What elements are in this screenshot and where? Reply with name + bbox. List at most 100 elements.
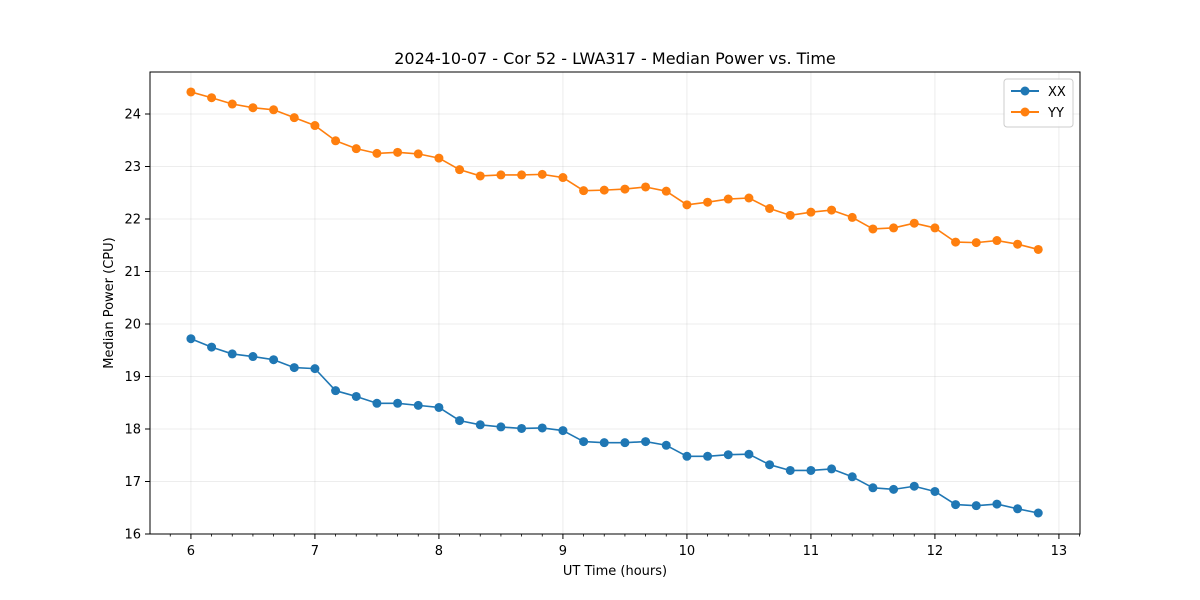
data-point-yy xyxy=(661,186,671,196)
data-point-xx xyxy=(207,342,217,352)
data-point-yy xyxy=(1033,244,1043,254)
data-point-yy xyxy=(971,238,981,248)
data-point-yy xyxy=(703,197,713,207)
data-point-xx xyxy=(517,423,527,433)
data-point-yy xyxy=(682,200,692,210)
series-layer xyxy=(186,87,1043,518)
data-point-xx xyxy=(434,402,444,412)
x-tick-label: 7 xyxy=(311,544,319,559)
y-tick-label: 17 xyxy=(124,475,141,490)
data-point-xx xyxy=(785,465,795,475)
data-point-xx xyxy=(744,449,754,459)
data-point-xx xyxy=(1033,508,1043,518)
data-point-xx xyxy=(579,437,589,447)
data-point-xx xyxy=(827,464,837,474)
data-point-xx xyxy=(269,355,279,365)
data-point-xx xyxy=(661,440,671,450)
data-point-xx xyxy=(372,398,382,408)
y-tick-label: 23 xyxy=(124,160,141,175)
data-point-xx xyxy=(455,416,465,426)
data-point-yy xyxy=(207,93,217,103)
legend-marker-xx xyxy=(1020,86,1030,96)
data-point-yy xyxy=(227,99,237,109)
data-point-yy xyxy=(889,223,899,233)
plot-frame xyxy=(149,71,1081,535)
data-point-yy xyxy=(434,153,444,163)
data-point-yy xyxy=(847,212,857,222)
data-point-xx xyxy=(351,391,361,401)
data-point-yy xyxy=(413,149,423,159)
data-point-xx xyxy=(641,437,651,447)
x-tick-label: 10 xyxy=(679,544,696,559)
data-point-yy xyxy=(269,105,279,115)
data-point-yy xyxy=(393,147,403,157)
legend: XX YY xyxy=(1003,78,1074,128)
y-tick-label: 18 xyxy=(124,423,141,438)
x-tick-label: 13 xyxy=(1051,544,1068,559)
data-point-xx xyxy=(682,451,692,461)
data-point-xx xyxy=(227,349,237,359)
data-point-xx xyxy=(951,500,961,510)
data-point-xx xyxy=(393,398,403,408)
data-point-xx xyxy=(703,451,713,461)
data-point-yy xyxy=(909,218,919,228)
x-tick-label: 9 xyxy=(559,544,567,559)
data-point-yy xyxy=(620,184,630,194)
data-point-xx xyxy=(930,486,940,496)
data-point-xx xyxy=(599,438,609,448)
data-point-yy xyxy=(641,182,651,192)
y-tick-label: 20 xyxy=(124,318,141,333)
data-point-yy xyxy=(289,113,299,123)
chart-title: 2024-10-07 - Cor 52 - LWA317 - Median Po… xyxy=(394,49,836,68)
x-tick-label: 11 xyxy=(803,544,820,559)
data-point-xx xyxy=(620,438,630,448)
legend-label-xx: XX xyxy=(1048,85,1066,100)
data-point-yy xyxy=(723,194,733,204)
data-point-yy xyxy=(744,193,754,203)
data-point-yy xyxy=(827,205,837,215)
legend-label-yy: YY xyxy=(1047,106,1064,121)
data-point-yy xyxy=(765,204,775,213)
y-axis-label: Median Power (CPU) xyxy=(102,237,117,368)
data-point-xx xyxy=(537,423,547,433)
data-point-xx xyxy=(1013,504,1023,514)
x-axis-label: UT Time (hours) xyxy=(563,564,667,579)
data-point-xx xyxy=(992,499,1002,509)
data-point-yy xyxy=(351,144,361,154)
data-point-xx xyxy=(248,352,258,362)
x-tick-label: 8 xyxy=(435,544,443,559)
data-point-yy xyxy=(372,148,382,158)
data-point-yy xyxy=(475,171,485,181)
data-point-xx xyxy=(847,472,857,482)
data-point-xx xyxy=(765,460,775,470)
data-point-yy xyxy=(599,185,609,195)
series-xx xyxy=(186,334,1043,518)
data-point-yy xyxy=(248,103,258,113)
legend-marker-yy xyxy=(1020,107,1030,117)
data-point-yy xyxy=(517,170,527,180)
y-tick-label: 16 xyxy=(124,528,141,543)
data-point-yy xyxy=(868,224,878,234)
data-point-yy xyxy=(455,165,465,175)
data-point-xx xyxy=(186,334,196,344)
data-point-xx xyxy=(496,422,506,432)
y-tick-label: 19 xyxy=(124,370,141,385)
x-tick-label: 6 xyxy=(187,544,195,559)
series-yy xyxy=(186,87,1043,254)
y-tick-label: 24 xyxy=(124,108,141,123)
data-point-xx xyxy=(413,400,423,410)
data-point-xx xyxy=(558,426,568,436)
data-point-xx xyxy=(310,364,320,374)
data-point-yy xyxy=(558,173,568,183)
data-point-yy xyxy=(806,207,816,217)
data-point-xx xyxy=(723,450,733,460)
data-point-yy xyxy=(785,210,795,220)
data-point-yy xyxy=(930,223,940,233)
y-tick-label: 21 xyxy=(124,265,141,280)
x-tick-label: 12 xyxy=(927,544,944,559)
data-point-yy xyxy=(951,237,961,247)
data-point-xx xyxy=(889,484,899,494)
y-tick-label: 22 xyxy=(124,213,141,228)
data-point-xx xyxy=(868,483,878,493)
